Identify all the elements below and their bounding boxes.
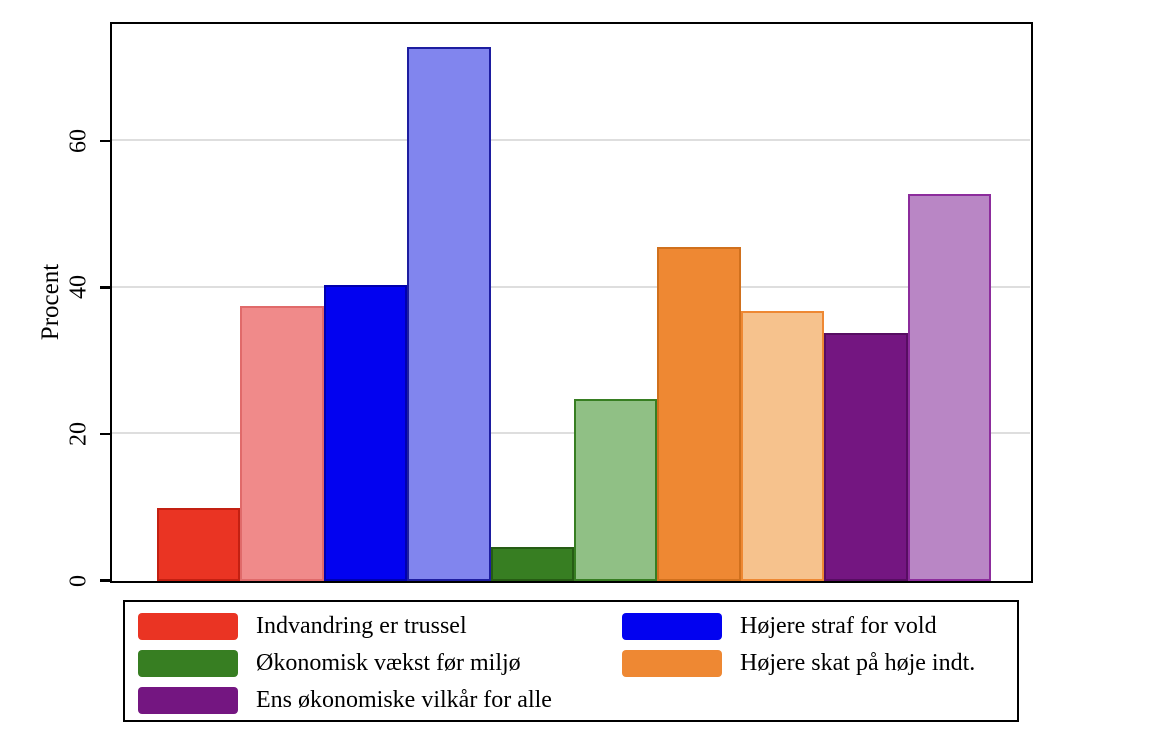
legend-swatch (138, 650, 238, 677)
bar-7-dark (657, 246, 741, 581)
legend-swatch (138, 613, 238, 640)
bar-9-dark (824, 332, 908, 581)
legend: Indvandring er trussel Økonomisk vækst fø… (123, 600, 1019, 722)
y-tick-label-40: 40 (65, 275, 92, 300)
y-tick-label-20: 20 (65, 421, 92, 446)
legend-swatch (622, 650, 722, 677)
bar-2-light (240, 305, 324, 581)
bar-10-light (907, 193, 991, 581)
legend-label: Indvandring er trussel (256, 613, 467, 639)
gridline-20 (112, 432, 1030, 435)
bar-5-dark (490, 547, 574, 581)
plot-area (110, 22, 1033, 583)
y-tick-20 (99, 432, 111, 436)
y-tick-label-0: 0 (65, 574, 92, 587)
y-axis-title: Procent (37, 263, 64, 341)
y-tick-0 (99, 579, 111, 582)
legend-item: Ens økonomiske vilkår for alle (138, 687, 552, 714)
legend-label: Ens økonomiske vilkår for alle (256, 687, 552, 713)
legend-column-1: Indvandring er trussel Økonomisk vækst fø… (138, 613, 552, 714)
y-tick-60 (99, 139, 111, 143)
gridline-60 (112, 139, 1030, 142)
legend-label: Økonomisk vækst før miljø (256, 650, 521, 676)
bar-4-light (407, 46, 491, 581)
legend-column-2: Højere straf for vold Højere skat på høje… (622, 613, 975, 677)
gridline-40 (112, 285, 1030, 288)
legend-item: Økonomisk vækst før miljø (138, 650, 552, 677)
legend-label: Højere skat på høje indt. (740, 650, 976, 676)
bar-8-light (740, 310, 825, 581)
legend-item: Højere skat på høje indt. (622, 650, 975, 677)
bar-6-light (574, 399, 658, 581)
legend-swatch (622, 613, 722, 640)
legend-item: Indvandring er trussel (138, 613, 552, 640)
y-tick-40 (99, 286, 111, 289)
bar-3-dark (323, 285, 408, 581)
legend-swatch (138, 687, 238, 714)
y-tick-label-60: 60 (65, 128, 92, 153)
bar-1-dark (157, 508, 241, 581)
legend-label: Højere straf for vold (740, 613, 937, 639)
legend-item: Højere straf for vold (622, 613, 975, 640)
